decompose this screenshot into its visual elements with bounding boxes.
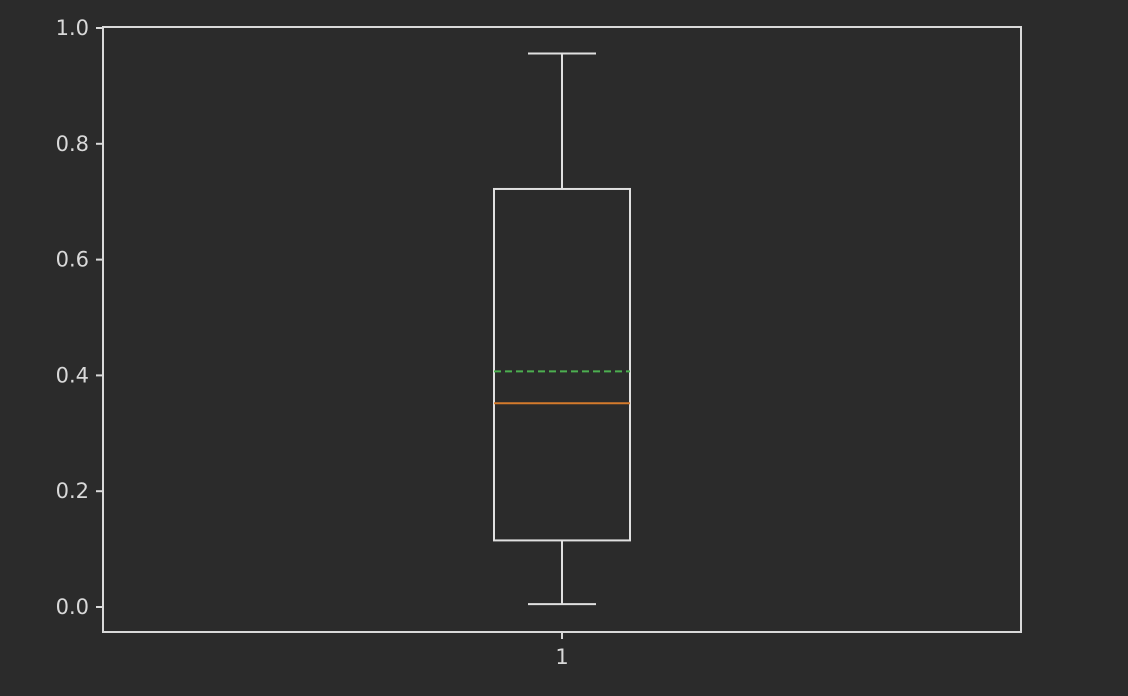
x-axis: 1 <box>555 632 569 669</box>
y-tick-label: 1.0 <box>56 16 89 40</box>
x-tick-label: 1 <box>555 645 568 669</box>
y-tick-label: 0.8 <box>56 132 89 156</box>
y-tick-label: 0.0 <box>56 595 89 619</box>
box-series <box>493 52 631 606</box>
y-tick-label: 0.2 <box>56 479 89 503</box>
interquartile-box <box>493 187 631 542</box>
y-tick-label: 0.6 <box>56 248 89 272</box>
y-axis: 0.0 0.2 0.4 0.6 0.8 1.0 <box>56 16 103 619</box>
box-1 <box>493 52 631 606</box>
y-tick-label: 0.4 <box>56 363 89 387</box>
